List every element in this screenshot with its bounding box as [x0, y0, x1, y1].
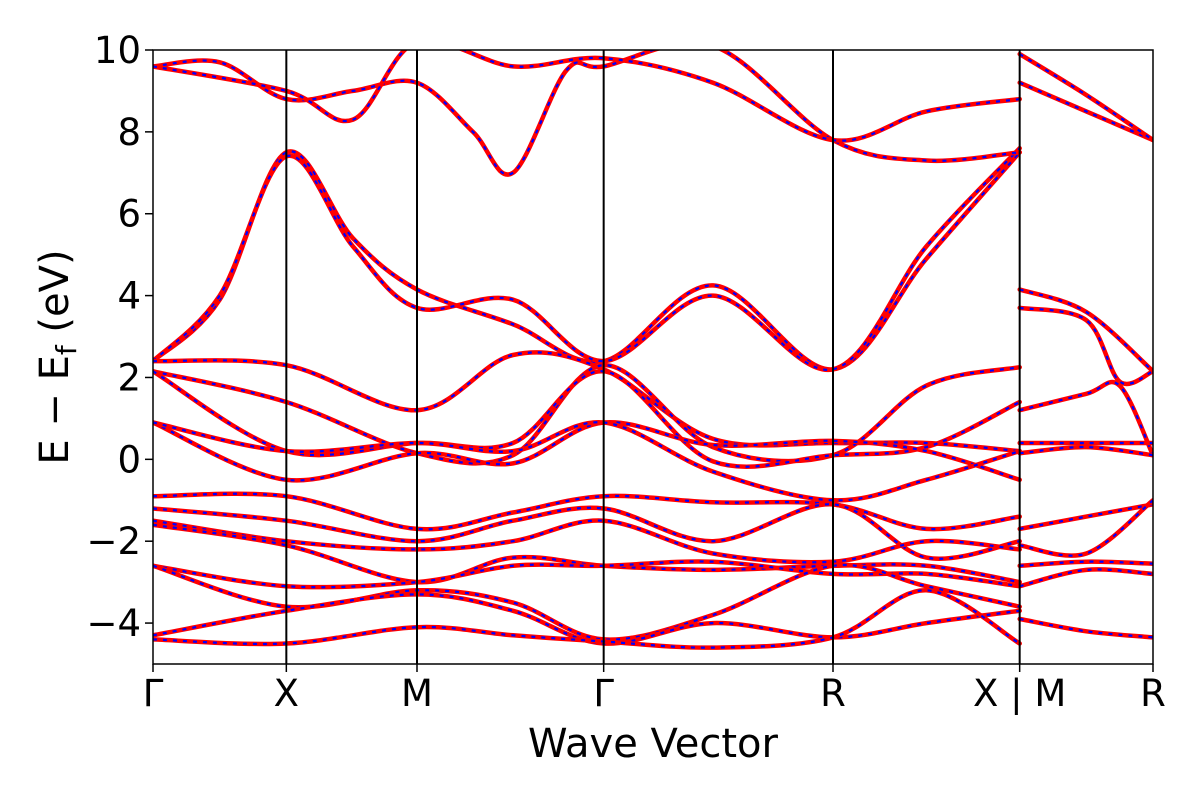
y-tick-label: 2 — [117, 356, 141, 399]
band-line-red-25 — [1017, 567, 1153, 589]
x-tick-label: X | M — [973, 672, 1066, 715]
x-tick-label: R — [820, 672, 846, 715]
band-line-blue-28 — [1019, 53, 1153, 142]
y-tick-label: −4 — [86, 602, 141, 645]
y-axis-title: E − Ef (eV) — [32, 249, 83, 464]
band-line-blue-22 — [1019, 503, 1153, 530]
y-axis-title-subscript: f — [50, 344, 83, 355]
band-line-red-1 — [153, 145, 1022, 372]
band-line-red-6 — [153, 420, 1022, 503]
x-tick-label: Γ — [593, 672, 614, 715]
x-axis-title: Wave Vector — [528, 721, 779, 767]
band-line-blue-10 — [153, 523, 1020, 584]
band-line-red-17 — [1017, 287, 1153, 374]
band-line-blue-27 — [1019, 81, 1153, 142]
band-line-red-18 — [1017, 305, 1153, 387]
x-tick-label: X — [274, 672, 299, 715]
band-line-red-26 — [1017, 616, 1153, 640]
band-line-red-24 — [1017, 559, 1153, 569]
band-line-blue-1 — [153, 147, 1021, 371]
y-axis-ticks: 10 8 6 4 2 0 −2 −4 — [86, 29, 153, 645]
k-point-lines — [285, 50, 1021, 664]
band-line-blue-6 — [153, 421, 1021, 502]
y-axis-title-unit: (eV) — [32, 249, 78, 345]
band-line-blue-5 — [153, 421, 1021, 482]
y-tick-label: 10 — [94, 29, 141, 72]
band-lines — [153, 50, 1153, 650]
y-tick-label: 6 — [117, 193, 141, 236]
band-line-red-0 — [153, 149, 1022, 372]
y-tick-label: 0 — [117, 438, 141, 481]
band-line-blue-0 — [153, 150, 1021, 371]
band-line-blue-17 — [1019, 288, 1153, 373]
band-line-blue-3 — [153, 364, 1020, 465]
band-line-red-21 — [1017, 444, 1153, 458]
x-tick-label: Γ — [143, 672, 164, 715]
band-line-blue-9 — [153, 519, 1020, 564]
band-line-blue-15 — [153, 50, 1020, 176]
band-line-blue-16 — [153, 50, 1020, 142]
plot-frame — [152, 49, 1154, 665]
band-line-red-23 — [1017, 498, 1153, 558]
band-line-blue-8 — [153, 503, 1020, 560]
band-line-blue-25 — [1019, 568, 1153, 588]
band-line-red-7 — [153, 491, 1022, 532]
x-tick-label: R — [1140, 672, 1166, 715]
band-line-blue-19 — [1019, 380, 1153, 456]
y-tick-label: −2 — [86, 520, 141, 563]
x-tick-label: M — [401, 672, 433, 715]
band-line-blue-18 — [1019, 306, 1153, 385]
x-axis-ticks: Γ X M Γ R X | M R — [143, 664, 1166, 715]
y-axis-title-main: E − E — [32, 355, 78, 465]
y-tick-label: 4 — [117, 275, 141, 318]
y-tick-label: 8 — [117, 111, 141, 154]
band-line-red-14 — [153, 588, 1022, 650]
